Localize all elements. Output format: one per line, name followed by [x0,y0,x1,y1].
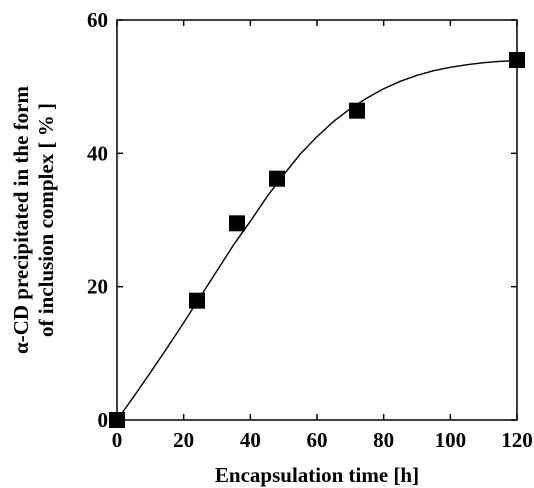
data-markers [109,52,525,428]
y-tick-label: 0 [98,408,109,432]
data-point [189,292,205,309]
plot-frame [116,19,518,421]
y-tick-label: 40 [87,141,108,165]
y-axis-label-line-2: of inclusion complex [ % ] [34,103,58,337]
data-point [349,102,365,119]
data-point [269,170,285,187]
y-axis-label-line-1: α-CD precipitated in the form [9,86,33,354]
x-tick-label: 20 [173,428,194,452]
fit-curve [116,60,518,421]
y-tick-label: 20 [87,275,108,299]
x-tick-label: 100 [435,428,467,452]
data-point [509,52,525,68]
x-axis-label: Encapsulation time [h] [215,463,419,487]
x-tick-label: 80 [373,428,394,452]
x-tick-label: 0 [112,428,123,452]
x-tick-label: 120 [501,428,533,452]
ticks [116,19,518,421]
x-tick-label: 60 [307,428,328,452]
tick-labels: 0 20 40 60 80 100 120 0 20 40 60 [87,8,533,452]
data-point [109,412,125,428]
x-tick-label: 40 [240,428,261,452]
y-tick-label: 60 [87,8,108,32]
data-point [229,215,245,232]
